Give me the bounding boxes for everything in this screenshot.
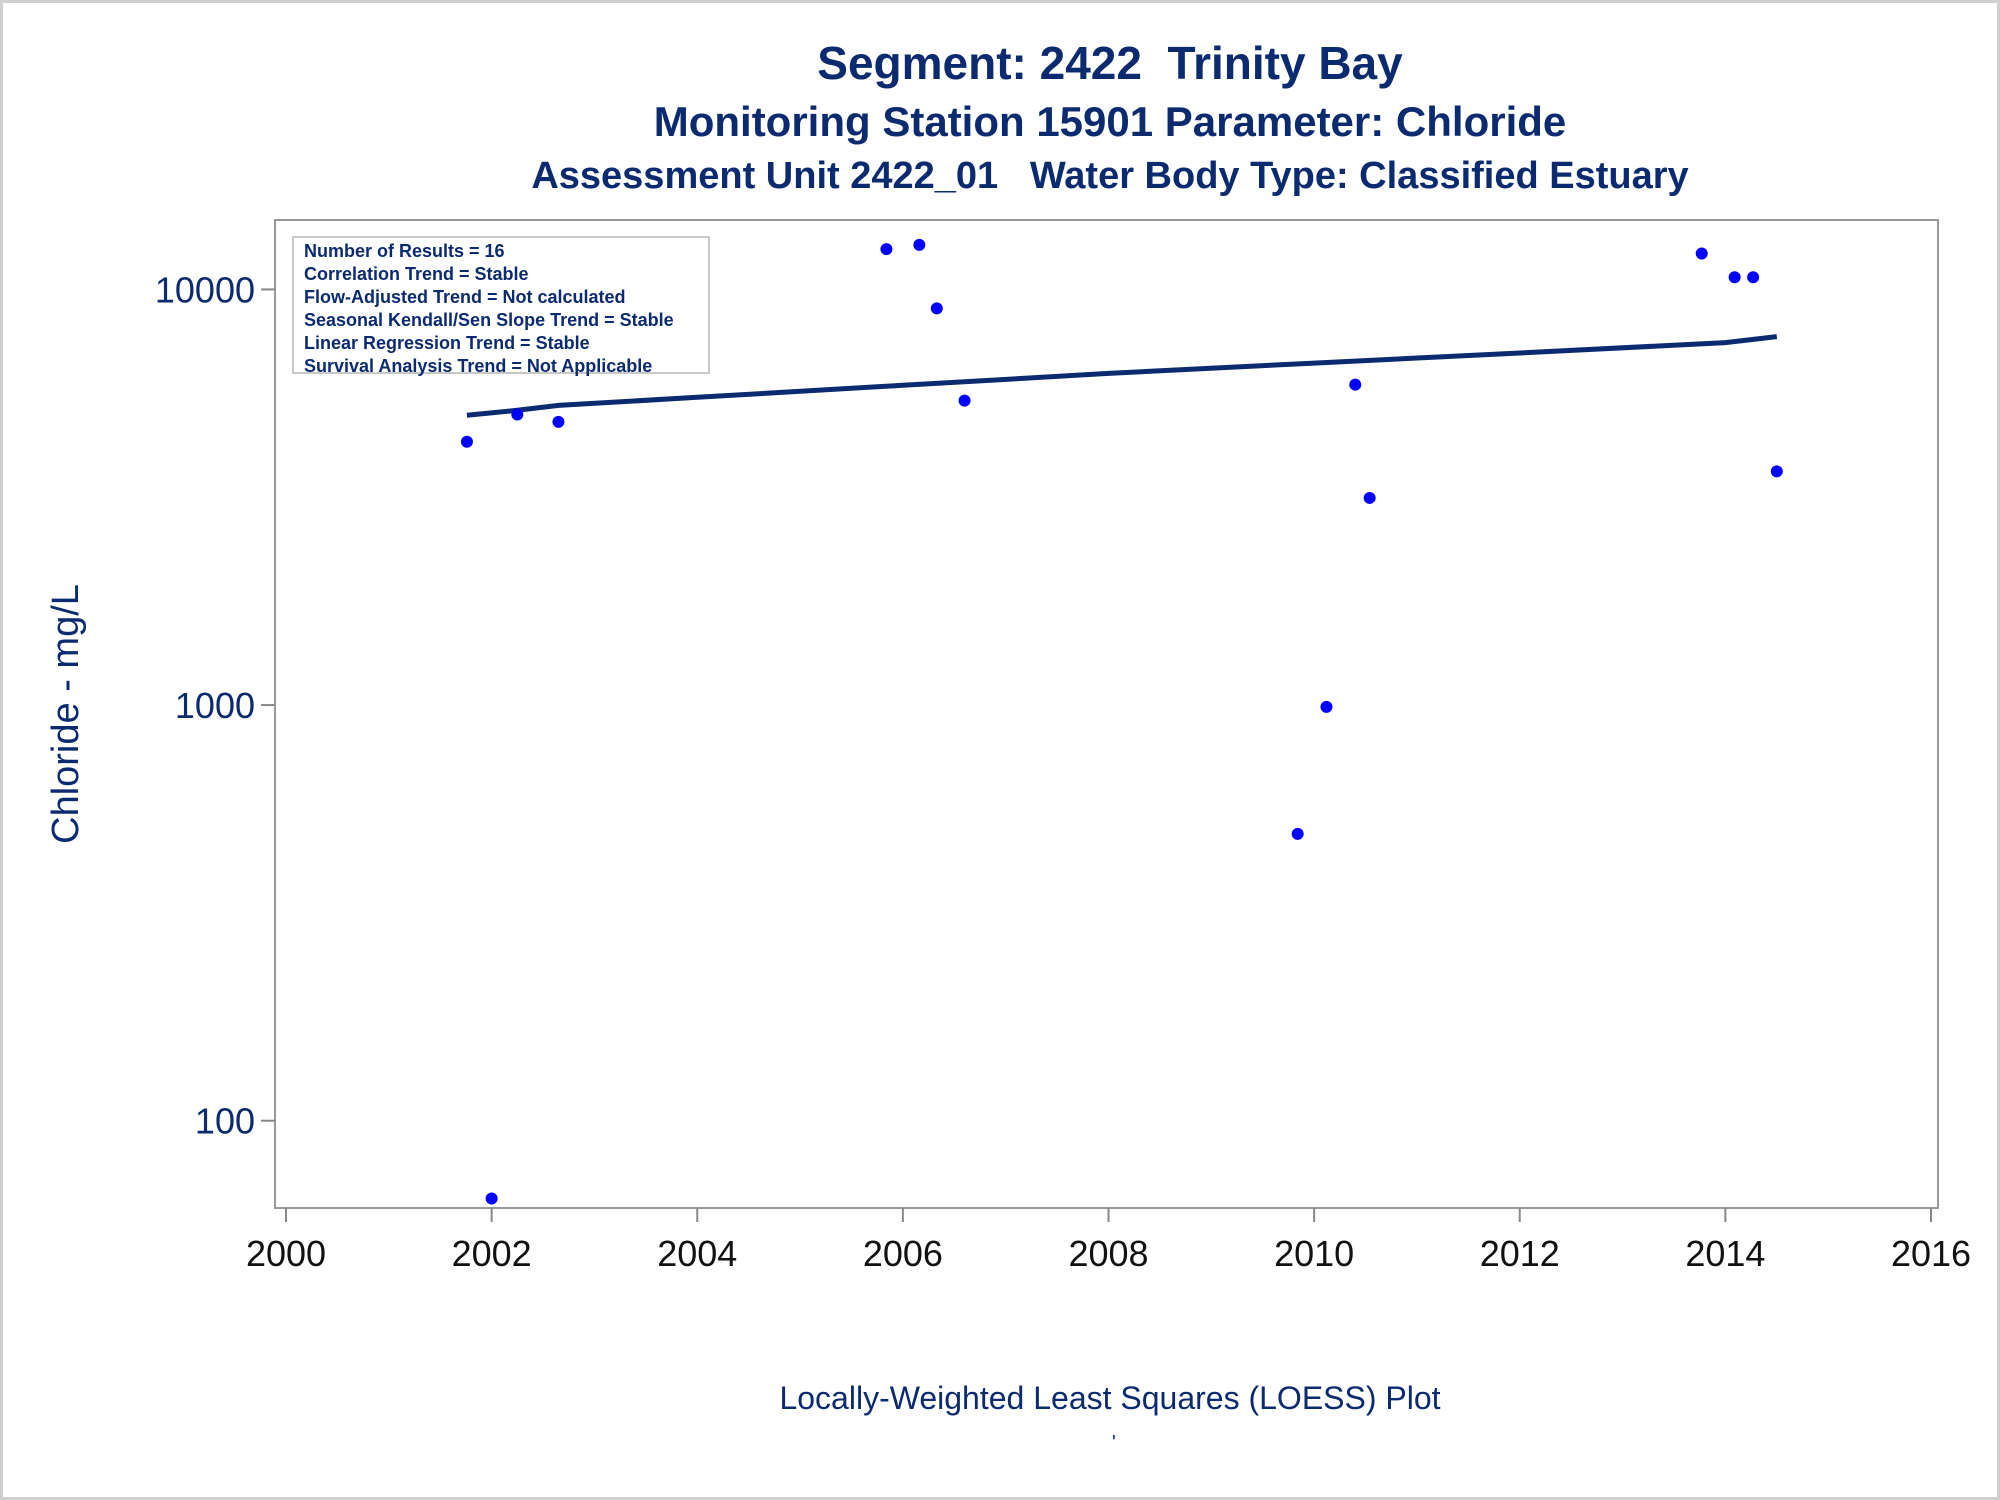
- data-point: [930, 302, 943, 315]
- x-axis: 2000 2002 2004 2006 2008 2010 2012 2014 2016: [246, 1208, 1971, 1274]
- data-point: [913, 238, 926, 251]
- stats-line-linear-regression: Linear Regression Trend = Stable: [304, 333, 590, 353]
- x-tick-label: 2006: [863, 1233, 943, 1274]
- stats-line-seasonal-kendall: Seasonal Kendall/Sen Slope Trend = Stabl…: [304, 310, 674, 330]
- data-point: [1363, 491, 1376, 504]
- data-point: [1770, 465, 1783, 478]
- y-tick-label: 1000: [175, 685, 255, 726]
- stats-line-results: Number of Results = 16: [304, 241, 505, 261]
- y-tick-label: 10000: [155, 269, 255, 310]
- y-axis-label: Chloride - mg/L: [45, 584, 87, 844]
- x-tick-label: 2014: [1685, 1233, 1765, 1274]
- data-point: [1349, 378, 1362, 391]
- data-point: [1320, 700, 1333, 713]
- data-point: [485, 1192, 498, 1205]
- y-axis: 100 1000 10000: [155, 269, 275, 1142]
- x-tick-label: 2008: [1068, 1233, 1148, 1274]
- data-point: [1728, 271, 1741, 284]
- loess-layer: [466, 334, 1778, 418]
- chart-subtitle: Monitoring Station 15901 Parameter: Chlo…: [653, 98, 1567, 145]
- data-point: [1747, 271, 1760, 284]
- x-tick-label: 2016: [1891, 1233, 1971, 1274]
- footnote-mark: ': [1112, 1432, 1116, 1454]
- x-tick-label: 2002: [452, 1233, 532, 1274]
- data-point: [1695, 247, 1708, 260]
- x-tick-label: 2012: [1480, 1233, 1560, 1274]
- stats-line-survival: Survival Analysis Trend = Not Applicable: [304, 356, 653, 376]
- x-tick-label: 2004: [657, 1233, 737, 1274]
- footnote: Locally-Weighted Least Squares (LOESS) P…: [779, 1380, 1441, 1416]
- stats-line-correlation: Correlation Trend = Stable: [304, 264, 529, 284]
- data-point: [880, 243, 893, 256]
- loess-line: [466, 334, 1778, 418]
- data-point: [552, 415, 565, 428]
- plot-area: [274, 219, 1939, 1209]
- data-point: [958, 394, 971, 407]
- chart-subtitle-2: Assessment Unit 2422_01 Water Body Type:…: [531, 155, 1689, 197]
- data-point: [1291, 827, 1304, 840]
- x-tick-label: 2010: [1274, 1233, 1354, 1274]
- stats-line-flow-adjusted: Flow-Adjusted Trend = Not calculated: [304, 287, 626, 307]
- trend-stats-box: Number of Results = 16 Correlation Trend…: [292, 236, 710, 376]
- y-tick-label: 100: [195, 1101, 255, 1142]
- points-layer: [460, 238, 1783, 1205]
- chart-title: Segment: 2422 Trinity Bay: [817, 37, 1403, 89]
- data-point: [511, 408, 524, 421]
- data-point: [460, 435, 473, 448]
- x-tick-label: 2000: [246, 1233, 326, 1274]
